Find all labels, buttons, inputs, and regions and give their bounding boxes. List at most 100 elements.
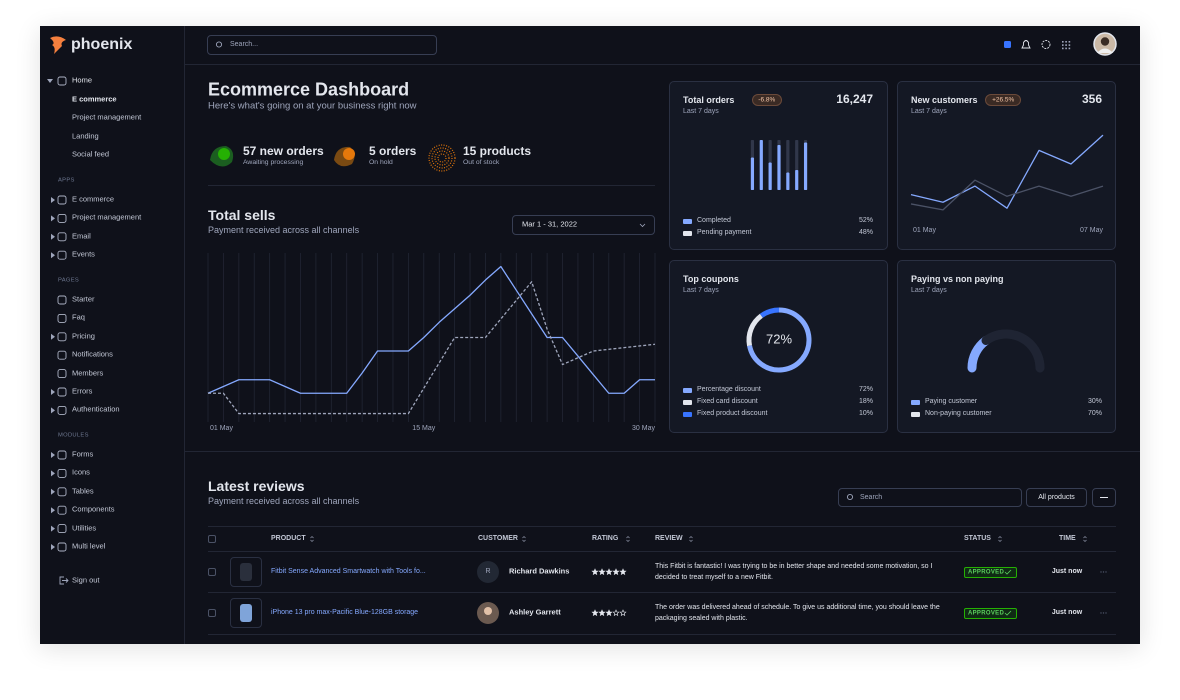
- column-header[interactable]: CUSTOMER: [478, 534, 518, 542]
- theme-toggle: [1004, 41, 1011, 48]
- legend-value: 48%: [858, 228, 873, 236]
- nav-subitem[interactable]: E commerce: [72, 94, 117, 104]
- legend-label: Pending payment: [697, 228, 752, 236]
- date-picker[interactable]: [512, 215, 655, 235]
- column-header[interactable]: PRODUCT: [271, 534, 306, 542]
- nav-item[interactable]: Members: [72, 368, 104, 378]
- caret: [51, 252, 55, 259]
- dropdown-chevron: [639, 223, 646, 228]
- menu-icon: [57, 524, 67, 534]
- nav-item[interactable]: Utilities: [72, 523, 97, 533]
- nav-item[interactable]: Pricing: [72, 331, 95, 341]
- column-header[interactable]: TIME: [1059, 534, 1076, 542]
- card-title: Paying vs non paying: [911, 273, 1004, 284]
- review-text: The order was delivered ahead of schedul…: [655, 604, 940, 622]
- nav-item[interactable]: Components: [72, 504, 115, 514]
- product-link[interactable]: Fitbit Sense Advanced Smartwatch with To…: [271, 567, 426, 575]
- legend-swatch: [683, 387, 692, 393]
- badge-text: +26.5%: [992, 96, 1015, 104]
- nav-item[interactable]: Email: [72, 231, 91, 241]
- legend-label: Non-paying customer: [925, 409, 992, 417]
- rating-star: [591, 609, 599, 617]
- row-menu-dot: [1100, 571, 1102, 573]
- nav-item[interactable]: Authentication: [72, 405, 120, 415]
- nav-item[interactable]: Home: [72, 75, 93, 85]
- bar: [786, 172, 790, 190]
- caret: [51, 215, 55, 222]
- review-text: This Fitbit is fantastic! I was trying t…: [655, 563, 933, 581]
- review-search[interactable]: [838, 488, 1022, 507]
- menu-icon: [57, 232, 67, 242]
- nav-item[interactable]: Multi level: [72, 541, 106, 551]
- customer-name[interactable]: Ashley Garrett: [509, 607, 561, 617]
- apps-icon-dot: [1068, 47, 1071, 50]
- nav-subitem[interactable]: Project management: [72, 113, 142, 123]
- bar: [768, 140, 772, 163]
- apps-icon-dot: [1062, 47, 1064, 50]
- row-checkbox[interactable]: [208, 609, 216, 617]
- menu-icon: [57, 369, 67, 379]
- section-title: Total sells: [208, 206, 276, 223]
- menu-icon: [57, 195, 67, 205]
- search-box[interactable]: [207, 35, 437, 55]
- nav-item[interactable]: E commerce: [72, 194, 115, 204]
- nav-item[interactable]: Errors: [72, 386, 93, 396]
- caret: [47, 79, 53, 83]
- legend-value: 70%: [1087, 409, 1102, 417]
- stat-icon: [343, 148, 355, 160]
- more-button[interactable]: [1092, 488, 1116, 507]
- badge: [751, 94, 782, 106]
- review-time: Just now: [1051, 608, 1083, 616]
- card: [669, 260, 888, 433]
- rating-star: [612, 609, 620, 617]
- nav-item[interactable]: Project management: [72, 213, 142, 223]
- nav-item[interactable]: Tables: [72, 486, 94, 496]
- arc: [759, 307, 780, 318]
- caret: [51, 197, 55, 203]
- x-tick-label: 07 May: [1080, 226, 1103, 234]
- nav-item[interactable]: Notifications: [72, 349, 113, 359]
- card: [897, 260, 1116, 433]
- customer-avatar: [477, 561, 499, 583]
- menu-icon: [57, 542, 67, 552]
- sign-out[interactable]: Sign out: [72, 575, 100, 585]
- nav-subitem[interactable]: Landing: [72, 131, 99, 141]
- line-series: [208, 281, 656, 415]
- sort-icon: [626, 536, 630, 542]
- customer-name[interactable]: Richard Dawkins: [509, 566, 570, 576]
- rating-star: [605, 568, 613, 576]
- nav-item[interactable]: Starter: [72, 294, 95, 304]
- filter-button[interactable]: [1026, 488, 1087, 507]
- status-badge: [964, 567, 1017, 578]
- legend-value: 52%: [858, 216, 873, 224]
- x-tick-label: 15 May: [412, 424, 436, 432]
- legend-swatch: [911, 411, 920, 417]
- nav-item[interactable]: Forms: [72, 449, 94, 459]
- nav-item[interactable]: Events: [72, 249, 95, 259]
- nav-item[interactable]: Faq: [72, 313, 85, 323]
- section-subtitle: Payment received across all channels: [208, 495, 360, 506]
- legend-label: Fixed product discount: [697, 409, 768, 417]
- product-link[interactable]: iPhone 13 pro max-Pacific Blue-128GB sto…: [271, 608, 419, 616]
- card-value: 356: [1081, 92, 1102, 107]
- column-header[interactable]: STATUS: [964, 534, 991, 542]
- x-tick-label: 01 May: [913, 226, 936, 234]
- topbar: [185, 26, 1140, 65]
- nav-section-title: MODULES: [58, 432, 89, 439]
- logo: [50, 36, 66, 54]
- row-checkbox[interactable]: [208, 568, 216, 576]
- column-header[interactable]: REVIEW: [655, 534, 683, 542]
- nav-item[interactable]: Icons: [72, 468, 90, 478]
- page-subtitle: Here's what's going on at your business …: [208, 100, 417, 112]
- header-checkbox[interactable]: [208, 535, 216, 543]
- stat-icon: [428, 144, 456, 172]
- nav-subitem[interactable]: Social feed: [72, 149, 110, 159]
- column-header[interactable]: RATING: [592, 534, 619, 542]
- caret: [51, 525, 55, 532]
- separator: [208, 185, 655, 186]
- bar: [795, 140, 799, 170]
- filter-label: All products: [1038, 493, 1075, 501]
